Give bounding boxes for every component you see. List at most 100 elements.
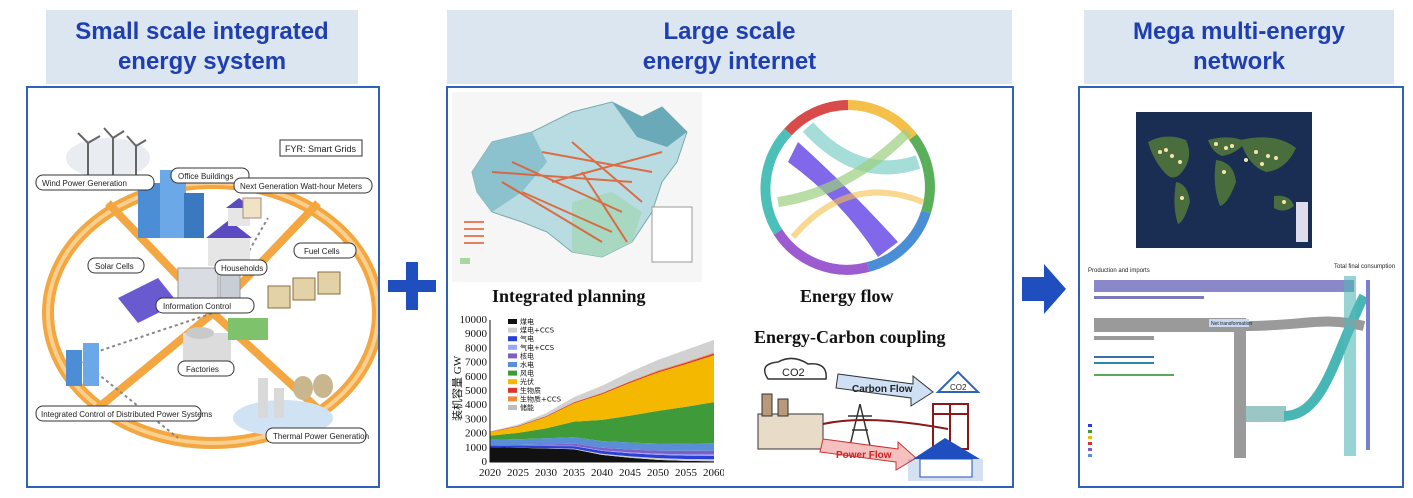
label-meters: Next Generation Watt-hour Meters bbox=[240, 182, 362, 191]
header-mega: Mega multi-energy network bbox=[1084, 10, 1394, 84]
power-flow-arrow bbox=[819, 438, 917, 471]
legend-label: 水电 bbox=[520, 360, 534, 369]
x-tick-label: 2035 bbox=[563, 467, 586, 479]
sankey-left-title: Production and imports bbox=[1088, 268, 1150, 274]
legend-label: 生物质 bbox=[520, 386, 541, 395]
legend-label: 煤电+CCS bbox=[520, 326, 555, 335]
y-tick-label: 7000 bbox=[465, 357, 488, 369]
sankey-legend bbox=[1088, 424, 1092, 457]
co2-right-label: CO2 bbox=[950, 383, 967, 392]
title-integrated-planning: Integrated planning bbox=[492, 286, 646, 306]
x-tick-label: 2060 bbox=[703, 467, 724, 479]
y-tick-label: 8000 bbox=[465, 342, 488, 354]
label-wind: Wind Power Generation bbox=[42, 179, 127, 188]
area-series-6 bbox=[490, 402, 714, 444]
area-series-10 bbox=[490, 339, 714, 432]
area-series-0 bbox=[490, 447, 714, 462]
meter-icon bbox=[242, 197, 262, 219]
fyr-tag: FYR: Smart Grids bbox=[285, 144, 357, 154]
header-line-2: energy system bbox=[117, 48, 287, 75]
x-tick-label: 2020 bbox=[479, 467, 502, 479]
legend-label: 生物质+CCS bbox=[520, 394, 562, 403]
plant-markers bbox=[1158, 142, 1286, 204]
label-solar: Solar Cells bbox=[95, 262, 134, 271]
sankey-right-title: Total final consumption bbox=[1334, 264, 1395, 270]
header-line-1: Mega multi-energy bbox=[1132, 18, 1346, 45]
map-legend-swatch bbox=[460, 258, 470, 264]
legend-swatch bbox=[508, 370, 517, 376]
smart-grid-illustration: FYR: Smart Grids Wind Power Generation O… bbox=[28, 88, 378, 486]
label-info: Information Control bbox=[163, 302, 231, 311]
x-tick-label: 2045 bbox=[619, 467, 642, 479]
title-energy-carbon-coupling: Energy-Carbon coupling bbox=[754, 327, 946, 347]
panel-mega: Production and imports Total final consu… bbox=[1078, 86, 1404, 488]
legend-label: 核电 bbox=[520, 351, 534, 360]
legend-label: 光伏 bbox=[520, 377, 534, 386]
energy-flow-chord bbox=[760, 100, 935, 275]
area-series-8 bbox=[490, 353, 714, 433]
y-tick-label: 10000 bbox=[460, 314, 488, 326]
residential-house-icon bbox=[908, 438, 983, 481]
panel-small-scale: FYR: Smart Grids Wind Power Generation O… bbox=[26, 86, 380, 488]
legend-label: 气电 bbox=[520, 334, 534, 343]
area-series-2 bbox=[490, 445, 714, 460]
x-tick-label: 2025 bbox=[507, 467, 530, 479]
area-series-7 bbox=[490, 355, 714, 436]
net-transformation-box bbox=[1209, 319, 1249, 327]
y-tick-label: 6000 bbox=[465, 371, 488, 383]
factory-icon bbox=[183, 318, 268, 363]
co2-left-label: CO2 bbox=[782, 367, 805, 379]
energy-carbon-illustration: CO2 Carbon Flow CO2 Power Flow bbox=[757, 357, 983, 481]
x-tick-label: 2030 bbox=[535, 467, 558, 479]
legend-label: 风电 bbox=[520, 369, 534, 378]
y-tick-label: 0 bbox=[482, 456, 488, 468]
legend-label: 煤电 bbox=[520, 317, 534, 326]
legend-swatch bbox=[508, 327, 517, 333]
x-tick-label: 2040 bbox=[591, 467, 614, 479]
y-tick-label: 1000 bbox=[465, 442, 488, 454]
header-large-scale: Large scale energy internet bbox=[447, 10, 1012, 84]
map-legend-panel bbox=[1296, 202, 1308, 242]
y-tick-label: 4000 bbox=[465, 399, 488, 411]
china-map-planning bbox=[452, 92, 702, 282]
legend-label: 气电+CCS bbox=[520, 343, 555, 352]
legend-swatch bbox=[508, 344, 517, 350]
map-inset bbox=[651, 206, 693, 263]
map-legend-lines bbox=[464, 221, 484, 244]
header-line-2: network bbox=[1192, 48, 1285, 75]
area-series-3 bbox=[490, 445, 714, 456]
thermal-plant-icon bbox=[233, 374, 333, 436]
label-households: Households bbox=[221, 264, 263, 273]
area-series-1 bbox=[490, 447, 714, 462]
area-series-5 bbox=[490, 437, 714, 451]
legend-swatch bbox=[508, 362, 517, 367]
y-tick-label: 3000 bbox=[465, 413, 488, 425]
carbon-flow-label: Carbon Flow bbox=[852, 384, 913, 395]
sankey-diagram: Production and imports Total final consu… bbox=[1084, 256, 1402, 484]
chord-arcs bbox=[760, 100, 935, 275]
legend-swatch bbox=[508, 396, 517, 402]
power-flow-label: Power Flow bbox=[836, 450, 892, 461]
power-plant-icon bbox=[757, 393, 824, 450]
area-series-9 bbox=[490, 352, 714, 432]
y-tick-label: 5000 bbox=[465, 385, 488, 397]
co2-cloud-icon bbox=[763, 357, 827, 380]
solar-panel-icon bbox=[118, 278, 178, 323]
y-axis-label: 装机容量 GW bbox=[452, 355, 464, 421]
legend-swatch bbox=[508, 336, 517, 342]
legend-label: 储能 bbox=[520, 403, 534, 412]
label-office: Office Buildings bbox=[178, 172, 233, 181]
area-series-4 bbox=[490, 443, 714, 455]
header-line-2: energy internet bbox=[642, 48, 817, 75]
arrow-right-icon bbox=[1022, 264, 1066, 314]
co2-house-icon bbox=[935, 370, 981, 393]
label-factories: Factories bbox=[186, 365, 219, 374]
legend-swatch bbox=[508, 387, 517, 393]
legend-swatch bbox=[508, 319, 517, 324]
title-energy-flow: Energy flow bbox=[800, 286, 894, 306]
server-icon bbox=[177, 267, 241, 303]
panel-large-scale: Integrated planning Energy flow Energy-C… bbox=[446, 86, 1014, 488]
capacity-chart: 0 1000 2000 3000 4000 5000 6000 7000 8000 9000 100… bbox=[452, 314, 724, 479]
plus-icon bbox=[388, 262, 436, 310]
label-fuel: Fuel Cells bbox=[304, 247, 340, 256]
